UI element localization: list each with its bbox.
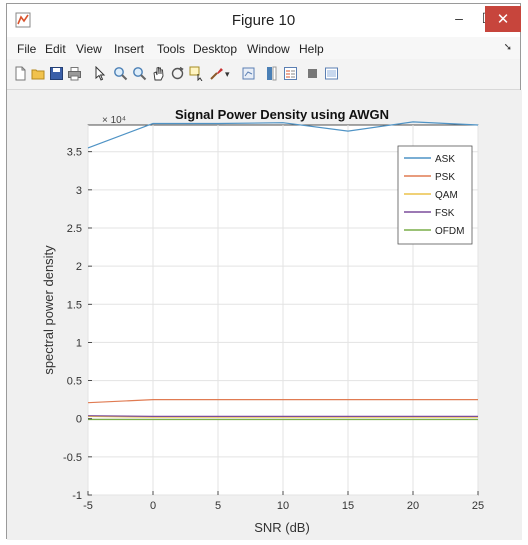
- save-icon[interactable]: [49, 66, 64, 81]
- menu-edit[interactable]: Edit: [45, 42, 66, 56]
- figure-window: Figure 10 – ☐ ✕ File Edit View Insert To…: [6, 3, 522, 540]
- y-tick-label: 3: [76, 185, 82, 197]
- y-axis-label: spectral power density: [41, 245, 56, 375]
- series-line-ask: [87, 121, 479, 149]
- legend[interactable]: ASK PSK QAM FSK OFDM: [397, 145, 473, 245]
- brush-dropdown-icon[interactable]: ▾: [225, 69, 230, 79]
- x-tick-label: 0: [150, 500, 156, 512]
- x-tick-label: 5: [215, 500, 221, 512]
- chart-title: Signal Power Density using AWGN: [175, 107, 389, 122]
- y-tick-label: 1: [76, 337, 82, 349]
- legend-label-ask: ASK: [435, 154, 455, 165]
- x-tick-label: 15: [342, 500, 354, 512]
- legend-icon[interactable]: [283, 66, 298, 81]
- new-figure-icon[interactable]: [13, 66, 28, 81]
- open-file-icon[interactable]: [31, 66, 46, 81]
- data-cursor-icon[interactable]: [189, 66, 204, 81]
- legend-label-psk: PSK: [435, 172, 455, 183]
- link-icon[interactable]: [241, 66, 256, 81]
- x-tick-label: -5: [83, 500, 93, 512]
- x-axis-label: SNR (dB): [254, 520, 310, 535]
- series-line-psk: [87, 399, 478, 404]
- y-tick-label: 1.5: [67, 299, 82, 311]
- x-ticks: -5 0 5 10 15 20 25: [83, 491, 484, 512]
- legend-label-fsk: FSK: [435, 208, 455, 219]
- y-tick-label: -1: [72, 490, 82, 502]
- print-icon[interactable]: [67, 66, 82, 81]
- window-title: Figure 10: [231, 12, 296, 29]
- pan-icon[interactable]: [151, 66, 166, 81]
- y-tick-label: 2: [76, 261, 82, 273]
- menu-insert[interactable]: Insert: [114, 42, 145, 56]
- colorbar-icon[interactable]: [264, 66, 279, 81]
- figure-area: -5 0 5 10 15 20 25 -1 -0.5 0 0.5 1 1.5 2 2.5 3 3.5 × 10…: [7, 90, 522, 540]
- y-tick-label: 0.5: [67, 376, 82, 388]
- menu-file[interactable]: File: [17, 42, 37, 56]
- y-tick-label: 2.5: [67, 223, 82, 235]
- y-ticks: -1 -0.5 0 0.5 1 1.5 2 2.5 3 3.5: [63, 147, 92, 502]
- hide-plot-tools-icon[interactable]: [305, 66, 320, 81]
- figure-toolbar: ▾: [7, 59, 520, 90]
- y-tick-label: 3.5: [67, 147, 82, 159]
- matlab-figure-icon: [15, 12, 31, 28]
- close-button[interactable]: ✕: [485, 6, 521, 32]
- x-tick-label: 20: [407, 500, 419, 512]
- menu-help[interactable]: Help: [299, 42, 324, 56]
- menu-bar: File Edit View Insert Tools Desktop Wind…: [7, 37, 520, 59]
- title-bar: Figure 10 – ☐ ✕: [7, 4, 521, 37]
- pointer-icon[interactable]: [92, 66, 107, 81]
- zoom-out-icon[interactable]: [132, 66, 147, 81]
- minimize-button[interactable]: –: [455, 10, 463, 26]
- menu-view[interactable]: View: [76, 42, 102, 56]
- brush-icon[interactable]: [209, 66, 224, 81]
- legend-label-qam: QAM: [435, 190, 458, 201]
- zoom-in-icon[interactable]: [113, 66, 128, 81]
- x-tick-label: 10: [277, 500, 289, 512]
- series-lines: [87, 121, 479, 421]
- y-exponent-label: × 10⁴: [102, 115, 126, 126]
- legend-label-ofdm: OFDM: [435, 226, 464, 237]
- chart: -5 0 5 10 15 20 25 -1 -0.5 0 0.5 1 1.5 2 2.5 3 3.5 × 10…: [41, 107, 484, 535]
- menu-window[interactable]: Window: [247, 42, 290, 56]
- y-tick-label: -0.5: [63, 452, 82, 464]
- y-tick-label: 0: [76, 414, 82, 426]
- x-tick-label: 25: [472, 500, 484, 512]
- series-line-qam: [87, 415, 478, 418]
- rotate-icon[interactable]: [170, 66, 185, 81]
- menu-tools[interactable]: Tools: [157, 42, 186, 56]
- show-plot-tools-icon[interactable]: [324, 66, 339, 81]
- menubar-overflow-icon[interactable]: ➘: [503, 42, 512, 53]
- series-line-fsk: [87, 415, 478, 417]
- menu-desktop[interactable]: Desktop: [193, 42, 238, 56]
- legend-box: [397, 145, 473, 245]
